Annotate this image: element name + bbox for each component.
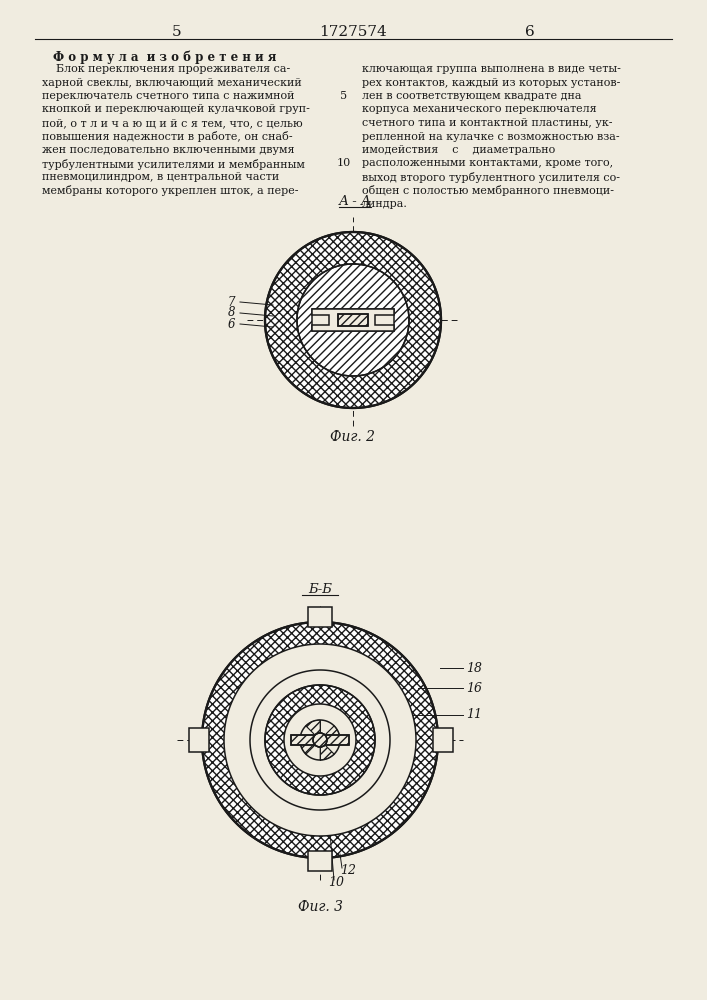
Bar	[337, 314, 368, 326]
Polygon shape	[250, 670, 390, 810]
Polygon shape	[300, 720, 340, 760]
Bar	[291, 735, 349, 745]
Text: кнопкой и переключающей кулачковой груп-: кнопкой и переключающей кулачковой груп-	[42, 104, 310, 114]
Text: пой, о т л и ч а ю щ и й с я тем, что, с целью: пой, о т л и ч а ю щ и й с я тем, что, с…	[42, 118, 303, 128]
Text: 5: 5	[341, 91, 348, 101]
Text: 8: 8	[228, 306, 235, 320]
Bar	[308, 607, 332, 627]
Circle shape	[313, 733, 327, 747]
Text: Блок переключения прореживателя са-: Блок переключения прореживателя са-	[42, 64, 291, 74]
Polygon shape	[284, 704, 356, 776]
Text: мембраны которого укреплен шток, а пере-: мембраны которого укреплен шток, а пере-	[42, 186, 298, 196]
Polygon shape	[312, 309, 394, 331]
Polygon shape	[265, 685, 375, 795]
Polygon shape	[297, 264, 409, 376]
Text: счетного типа и контактной пластины, ук-: счетного типа и контактной пластины, ук-	[362, 118, 612, 128]
Text: переключатель счетного типа с нажимной: переключатель счетного типа с нажимной	[42, 91, 295, 101]
Text: выход второго турбулентного усилителя со-: выход второго турбулентного усилителя со…	[362, 172, 620, 183]
Bar	[291, 735, 349, 745]
Bar	[308, 851, 332, 871]
Text: 10: 10	[328, 876, 344, 888]
Text: линдра.: линдра.	[362, 199, 408, 209]
Text: Фиг. 2: Фиг. 2	[330, 430, 375, 444]
Text: рех контактов, каждый из которых установ-: рех контактов, каждый из которых установ…	[362, 78, 620, 88]
Polygon shape	[224, 644, 416, 836]
Text: Ф о р м у л а  и з о б р е т е н и я: Ф о р м у л а и з о б р е т е н и я	[53, 50, 276, 64]
Text: ключающая группа выполнена в виде четы-: ключающая группа выполнена в виде четы-	[362, 64, 621, 74]
Text: Б-Б: Б-Б	[308, 583, 332, 596]
Text: Фиг. 3: Фиг. 3	[298, 900, 342, 914]
Bar	[337, 314, 368, 326]
Polygon shape	[202, 622, 438, 858]
Text: повышения надежности в работе, он снаб-: повышения надежности в работе, он снаб-	[42, 131, 293, 142]
Text: лен в соответствующем квадрате дна: лен в соответствующем квадрате дна	[362, 91, 581, 101]
Polygon shape	[265, 232, 441, 408]
Text: 10: 10	[337, 158, 351, 168]
Text: корпуса механического переключателя: корпуса механического переключателя	[362, 104, 597, 114]
Text: 1727574: 1727574	[319, 25, 387, 39]
Text: А - А: А - А	[339, 195, 371, 208]
Bar	[189, 728, 209, 752]
Text: 16: 16	[466, 682, 482, 694]
Circle shape	[313, 733, 327, 747]
Bar	[433, 728, 453, 752]
Bar	[312, 309, 394, 331]
Text: 18: 18	[466, 662, 482, 674]
Text: 11: 11	[466, 708, 482, 722]
Text: общен с полостью мембранного пневмоци-: общен с полостью мембранного пневмоци-	[362, 186, 614, 196]
Text: имодействия    с    диаметрально: имодействия с диаметрально	[362, 145, 555, 155]
Text: 6: 6	[228, 318, 235, 330]
Text: пневмоцилиндром, в центральной части: пневмоцилиндром, в центральной части	[42, 172, 279, 182]
Text: репленной на кулачке с возможностью вза-: репленной на кулачке с возможностью вза-	[362, 131, 619, 141]
Text: 6: 6	[525, 25, 535, 39]
Text: харной свеклы, включающий механический: харной свеклы, включающий механический	[42, 78, 302, 88]
Text: 7: 7	[228, 296, 235, 308]
Text: расположенными контактами, кроме того,: расположенными контактами, кроме того,	[362, 158, 613, 168]
Text: 12: 12	[340, 863, 356, 876]
Text: турбулентными усилителями и мембранным: турбулентными усилителями и мембранным	[42, 158, 305, 169]
Text: 5: 5	[173, 25, 182, 39]
Text: жен последовательно включенными двумя: жен последовательно включенными двумя	[42, 145, 295, 155]
